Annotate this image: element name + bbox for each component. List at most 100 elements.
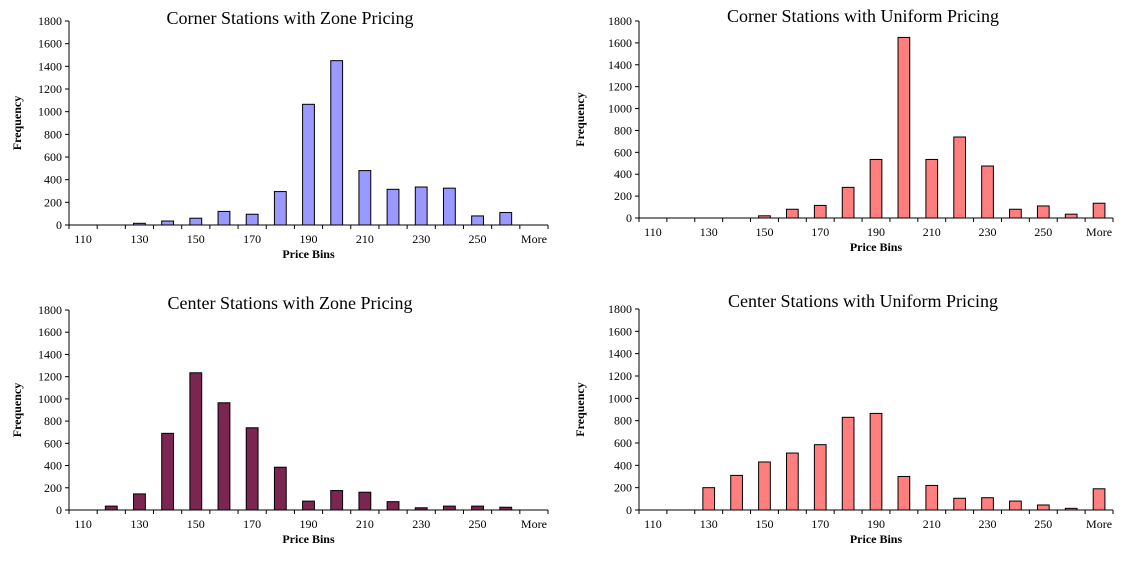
y-tick-label: 400	[614, 458, 632, 472]
y-tick-label: 1600	[38, 37, 62, 51]
x-tick-label: 150	[755, 225, 773, 239]
x-tick-label: 150	[755, 517, 773, 531]
x-tick-label: 210	[923, 225, 941, 239]
bar-180	[841, 186, 855, 219]
bar-170	[813, 444, 827, 511]
y-tick-label: 1800	[608, 302, 632, 316]
x-tick-label: 250	[1034, 225, 1052, 239]
chart-title: Center Stations with Uniform Pricing	[728, 291, 998, 311]
bar-210	[358, 491, 372, 511]
x-tick-label: 250	[469, 232, 487, 246]
bar-240	[1009, 208, 1022, 219]
x-axis-label: Price Bins	[850, 532, 903, 546]
bar-160	[217, 210, 231, 226]
bar-150	[189, 217, 203, 226]
bar-240	[1009, 500, 1022, 511]
bar-160	[785, 452, 799, 511]
bar-190	[302, 500, 315, 511]
bar-200	[330, 490, 344, 511]
bar-230	[981, 497, 994, 511]
bar-180	[273, 466, 287, 511]
x-tick-label: More	[1086, 517, 1112, 531]
bar-150	[758, 461, 771, 511]
y-tick-label: 600	[44, 150, 62, 164]
y-tick-label: 1400	[608, 347, 632, 361]
chart-center-uniform: Center Stations with Uniform Pricing 0 200…	[573, 291, 1114, 546]
y-tick-label: 800	[44, 127, 62, 141]
bar-120	[104, 505, 118, 511]
y-axis-label: Frequency	[573, 92, 587, 146]
x-tick-label: 110	[74, 517, 92, 531]
x-tick-label: 190	[300, 232, 318, 246]
x-tick-label: 170	[243, 517, 261, 531]
bar-more	[1092, 488, 1106, 511]
x-tick-label: 210	[356, 517, 374, 531]
x-tick-label: More	[521, 517, 547, 531]
bar-more	[1092, 202, 1106, 219]
bar-190	[869, 412, 883, 511]
x-tick-label: 130	[700, 225, 718, 239]
bar-160	[217, 402, 231, 511]
bar-240	[442, 187, 456, 226]
y-tick-label: 800	[614, 123, 632, 137]
chart-title: Corner Stations with Uniform Pricing	[727, 6, 999, 26]
x-tick-label: 190	[867, 517, 885, 531]
y-axis-label: Frequency	[10, 96, 24, 150]
y-tick-label: 200	[614, 189, 632, 203]
bar-250	[471, 215, 484, 226]
bar-250	[1036, 205, 1050, 219]
bar-180	[841, 416, 855, 511]
y-tick-label: 1000	[38, 392, 62, 406]
x-tick-label: 210	[356, 232, 374, 246]
y-tick-label: 200	[614, 481, 632, 495]
x-tick-label: 230	[412, 517, 430, 531]
chart-title: Corner Stations with Zone Pricing	[167, 8, 414, 28]
y-tick-label: 1000	[38, 105, 62, 119]
x-tick-label: 190	[300, 517, 318, 531]
bar-140	[161, 432, 175, 511]
y-tick-label: 1000	[608, 391, 632, 405]
bar-230	[414, 507, 428, 511]
x-tick-label: 130	[700, 517, 718, 531]
y-tick-label: 400	[614, 167, 632, 181]
y-tick-label: 1000	[608, 102, 632, 116]
y-tick-label: 1800	[38, 303, 62, 317]
y-axis-label: Frequency	[573, 382, 587, 436]
x-tick-label: 170	[243, 232, 261, 246]
bar-130	[702, 487, 716, 511]
y-tick-label: 0	[56, 503, 62, 517]
bar-200	[330, 60, 344, 226]
chart-center-zone: Center Stations with Zone Pricing 0 200 400…	[10, 293, 549, 546]
chart-corner-zone: Corner Stations with Zone Pricing 0 200 400…	[10, 8, 549, 261]
y-tick-label: 0	[626, 503, 632, 517]
y-axis-label: Frequency	[10, 383, 24, 437]
bar-220	[386, 501, 400, 511]
y-tick-label: 1800	[38, 14, 62, 28]
bar-220	[953, 497, 967, 511]
y-tick-label: 600	[614, 145, 632, 159]
bar-210	[925, 158, 939, 219]
y-tick-label: 800	[44, 414, 62, 428]
bar-220	[386, 188, 400, 226]
y-tick-label: 600	[614, 436, 632, 450]
bar-170	[245, 213, 259, 226]
x-tick-label: 150	[187, 232, 205, 246]
y-tick-label: 1400	[608, 58, 632, 72]
y-tick-label: 0	[56, 218, 62, 232]
y-tick-label: 1600	[608, 324, 632, 338]
chart-corner-uniform: Corner Stations with Uniform Pricing 0 200…	[573, 6, 1114, 254]
bar-210	[358, 170, 372, 226]
bar-190	[869, 158, 883, 219]
x-tick-label: 130	[130, 232, 148, 246]
bar-190	[302, 103, 315, 226]
bar-150	[189, 372, 203, 511]
bar-140	[730, 474, 743, 511]
bar-230	[981, 165, 994, 219]
bar-230	[414, 186, 428, 226]
bar-150	[758, 215, 771, 219]
y-tick-label: 1200	[608, 369, 632, 383]
x-axis-label: Price Bins	[282, 532, 335, 546]
bar-130	[133, 493, 146, 511]
x-tick-label: 170	[811, 225, 829, 239]
bar-170	[245, 427, 259, 511]
